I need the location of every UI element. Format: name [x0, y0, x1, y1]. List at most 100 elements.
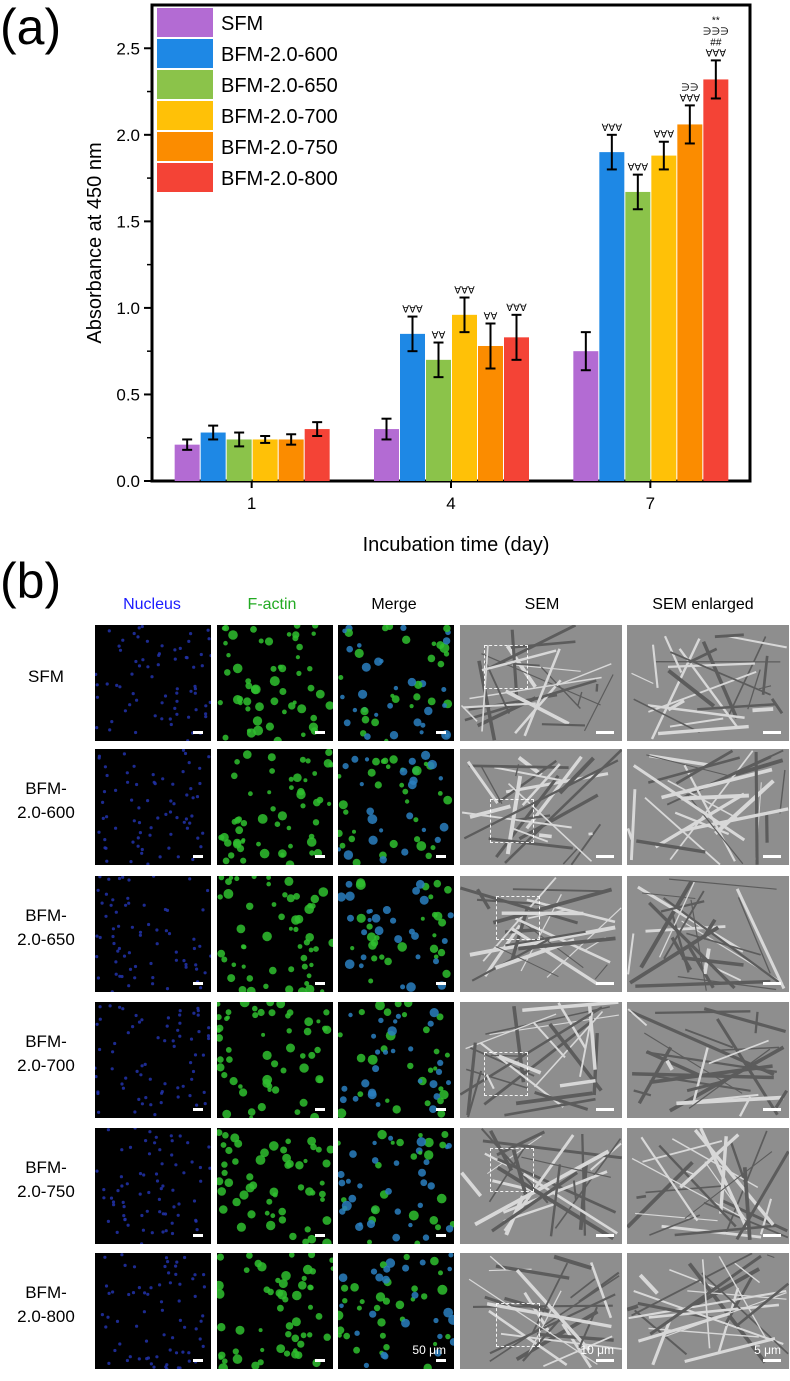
bar-bfm-2.0-750 [278, 439, 304, 481]
bar-bfm-2.0-600 [400, 333, 425, 481]
legend-swatch [157, 8, 213, 37]
y-tick-label: 2.5 [116, 39, 140, 58]
micrograph-texture [460, 1002, 619, 1118]
row-label: BFM- 2.0-650 [17, 906, 75, 949]
micrograph-texture [95, 876, 211, 992]
micrograph-texture [97, 749, 211, 865]
bar-bfm-2.0-650 [426, 359, 451, 481]
nucleus-image [95, 625, 211, 741]
legend-label: BFM-2.0-650 [221, 75, 338, 97]
scale-bar [315, 855, 325, 858]
micrograph-texture [217, 1002, 332, 1118]
scale-bar [763, 1359, 781, 1362]
panel-label-a: (a) [0, 0, 62, 55]
micrograph-texture [627, 749, 789, 865]
scale-bar [763, 1234, 781, 1237]
bar-bfm-2.0-700 [651, 155, 677, 481]
scale-bar [596, 731, 614, 734]
x-axis-label: Incubation time (day) [363, 534, 550, 556]
bar-bfm-2.0-700 [252, 439, 278, 481]
micrograph-texture [627, 878, 786, 991]
bar-bfm-2.0-800 [703, 79, 729, 482]
sem-enlarged-image [627, 876, 789, 992]
f-actin-image [217, 625, 333, 741]
y-tick-label: 0.5 [116, 385, 140, 404]
legend-swatch [157, 132, 213, 161]
scale-label: 5 μm [754, 1343, 781, 1357]
micrograph-texture [217, 1253, 333, 1369]
significance-mark: ∋∋∋ [703, 26, 729, 37]
scale-bar [596, 982, 614, 985]
micrograph-texture [468, 1254, 622, 1369]
micrograph-texture [100, 1253, 206, 1369]
legend-swatch [157, 163, 213, 192]
scale-bar [193, 1234, 203, 1237]
micrograph-texture [460, 877, 622, 986]
row-label: BFM- 2.0-750 [17, 1158, 75, 1201]
significance-mark: ∀∀∀ [628, 163, 649, 174]
micrograph-texture [95, 625, 211, 741]
sem-enlarged-image [627, 1128, 789, 1244]
scale-bar [763, 1108, 781, 1111]
bar-bfm-2.0-800 [304, 429, 330, 481]
micrograph-texture [95, 1004, 211, 1117]
micrograph-texture [338, 1253, 454, 1369]
sem-image [460, 1002, 622, 1118]
micrograph-texture [460, 625, 614, 741]
scale-bar [193, 982, 203, 985]
micrograph-texture [338, 750, 453, 865]
significance-mark: ∀∀∀ [454, 286, 475, 297]
panel-label-b: (b) [0, 553, 62, 609]
f-actin-image [217, 1128, 333, 1244]
micrograph-texture [95, 1128, 211, 1244]
scale-bar [436, 982, 446, 985]
f-actin-image [217, 1253, 333, 1369]
merge-image [338, 625, 454, 741]
absorbance-bar-chart: 0.0 0.5 1.0 1.5 2.0 2.5 Incubation time (day) A… [84, 3, 752, 556]
legend-swatch [157, 70, 213, 99]
scale-bar [763, 855, 781, 858]
micrograph-texture [218, 749, 333, 865]
row-label: SFM [28, 667, 64, 686]
merge-image [338, 1002, 454, 1118]
y-tick-label: 2.0 [116, 126, 140, 145]
nucleus-image [95, 1002, 211, 1118]
merge-image [338, 749, 454, 865]
significance-mark: ∀∀∀ [680, 93, 701, 104]
row-label: BFM- 2.0-600 [17, 779, 75, 822]
f-actin-image [217, 1002, 333, 1118]
bar-bfm-2.0-600 [599, 152, 625, 482]
legend-label: BFM-2.0-700 [221, 106, 338, 128]
selection-box [490, 1148, 534, 1192]
row-label: BFM- 2.0-700 [17, 1032, 75, 1075]
scale-bar [315, 731, 325, 734]
legend-swatch [157, 39, 213, 68]
bar-bfm-2.0-800 [504, 337, 529, 481]
nucleus-image [95, 1128, 211, 1244]
row-label: BFM- 2.0-800 [17, 1283, 75, 1326]
scale-bar [763, 731, 781, 734]
x-tick-label: 7 [646, 494, 655, 513]
micrograph-texture [627, 1128, 789, 1241]
bar-bfm-2.0-750 [677, 124, 703, 481]
scale-bar [436, 1359, 446, 1362]
legend-swatch [157, 101, 213, 130]
scale-bar [315, 1359, 325, 1362]
micrograph-texture [338, 1129, 454, 1244]
selection-box [484, 1052, 528, 1096]
scale-bar [596, 1359, 614, 1362]
micrograph-texture [217, 625, 333, 741]
scale-bar [193, 1108, 203, 1111]
sem-image [460, 1128, 622, 1244]
nucleus-image [95, 749, 211, 865]
significance-mark: ∋∋ [681, 82, 698, 93]
y-tick-label: 1.0 [116, 299, 140, 318]
significance-mark: ∀∀ [432, 331, 446, 342]
scale-bar [193, 731, 203, 734]
bar-sfm [573, 351, 599, 481]
micrograph-texture [460, 1128, 622, 1241]
selection-box [496, 896, 540, 940]
legend-label: SFM [221, 13, 263, 35]
sem-image: 10 μm [460, 1253, 622, 1369]
significance-mark: ∀∀∀ [402, 305, 423, 316]
